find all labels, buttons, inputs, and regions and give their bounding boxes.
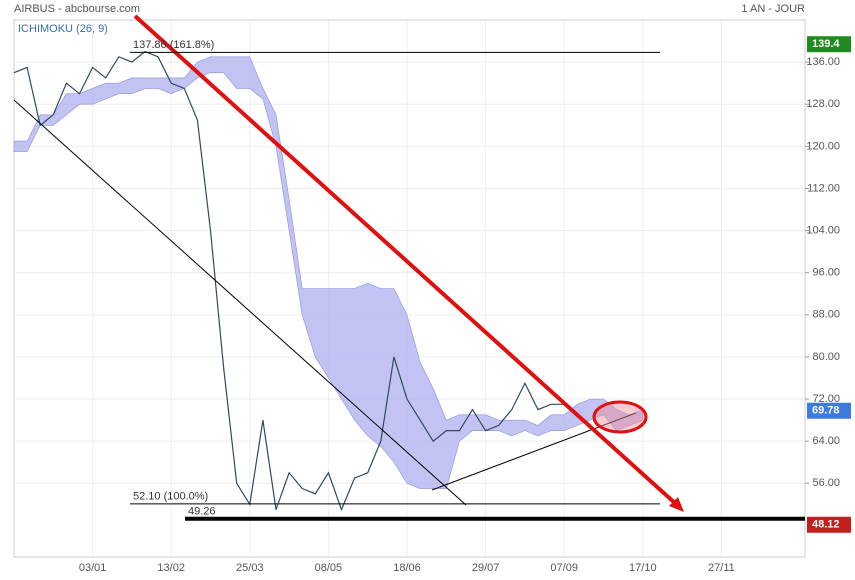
x-tick-label: 17/10 [629, 562, 657, 574]
x-tick-label: 08/05 [315, 562, 343, 574]
level-label: 52.10 (100.0%) [133, 491, 208, 503]
x-tick-label: 25/03 [236, 562, 264, 574]
y-tick-label: 120.00 [806, 140, 840, 152]
x-tick-label: 03/01 [79, 562, 107, 574]
level-label: 49.26 [188, 506, 216, 518]
price-badge [807, 516, 851, 533]
level-label: 137.86 (161.8%) [133, 39, 214, 51]
x-tick-label: 07/09 [550, 562, 578, 574]
trend-line [431, 412, 637, 491]
price-badge [807, 36, 851, 53]
y-tick-label: 56.00 [812, 477, 840, 489]
plot-frame [13, 19, 806, 558]
y-tick-label: 104.00 [806, 224, 840, 236]
y-tick-label: 112.00 [807, 182, 840, 194]
y-tick-label: 96.00 [812, 267, 840, 279]
highlight-ellipse [592, 400, 648, 434]
y-tick-label: 136.00 [806, 56, 840, 68]
resistance-line [133, 14, 678, 506]
period-label: 1 AN - JOUR [741, 3, 805, 15]
arrow-head [669, 497, 684, 512]
price-badge-label: 48.12 [812, 519, 840, 531]
x-tick-label: 29/07 [472, 562, 500, 574]
indicator-label: ICHIMOKU (26, 9) [18, 23, 108, 35]
x-tick-label: 13/02 [157, 562, 185, 574]
y-tick-label: 128.00 [806, 98, 840, 110]
y-tick-label: 88.00 [812, 309, 840, 321]
trend-line [13, 99, 467, 506]
chart-title: AIRBUS - abcbourse.com [14, 3, 140, 15]
price-badge [807, 402, 851, 419]
price-badge-label: 139.4 [812, 38, 840, 50]
ichimoku-cloud [13, 56, 644, 489]
x-tick-label: 27/11 [708, 562, 735, 574]
x-tick-label: 18/06 [393, 562, 421, 574]
y-tick-label: 64.00 [812, 435, 840, 447]
y-tick-label: 80.00 [812, 351, 840, 363]
price-badge-label: 69.78 [812, 405, 840, 417]
price-line [13, 50, 578, 512]
y-tick-label: 72.00 [812, 393, 840, 405]
